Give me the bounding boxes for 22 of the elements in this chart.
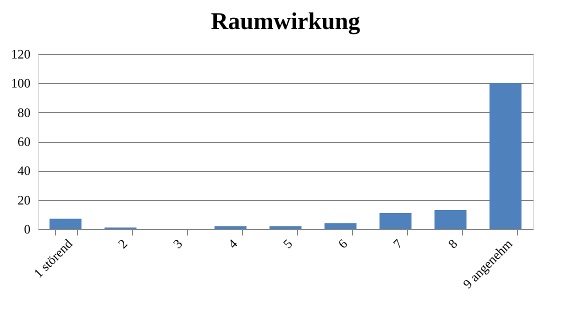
y-tick-label: 0 xyxy=(24,222,30,236)
bar xyxy=(380,212,412,229)
y-tick-label: 60 xyxy=(18,134,30,149)
x-tick-label: 8 xyxy=(444,236,460,252)
y-tick-label: 80 xyxy=(18,104,30,120)
bar xyxy=(324,223,356,229)
bar xyxy=(50,218,82,229)
y-tick-label: 100 xyxy=(11,76,30,91)
x-tick-label: 6 xyxy=(334,236,351,252)
y-tick-label: 40 xyxy=(18,163,30,178)
x-tick-label: 4 xyxy=(224,236,241,252)
x-tick-label: 7 xyxy=(390,236,406,252)
x-tick-label: 5 xyxy=(280,236,296,252)
x-tick-label: 3 xyxy=(170,236,186,252)
x-tick-label: 2 xyxy=(114,236,130,252)
chart-title: Raumwirkung xyxy=(210,9,360,35)
bar xyxy=(270,226,302,229)
bar xyxy=(490,83,522,229)
y-tick-label: 20 xyxy=(18,192,30,208)
y-tick-label: 120 xyxy=(11,46,30,62)
bar xyxy=(434,210,466,229)
bar xyxy=(214,226,246,229)
